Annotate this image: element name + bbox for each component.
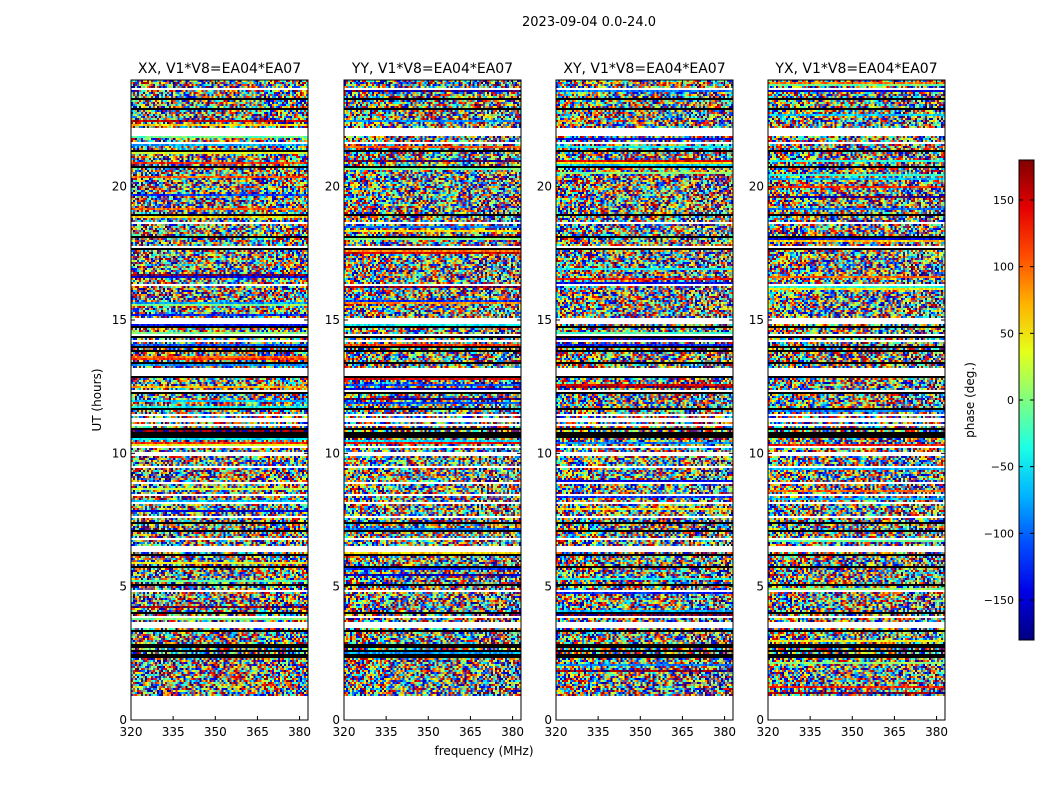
x-tick-label: 350: [204, 725, 227, 739]
x-tick-label: 350: [629, 725, 652, 739]
x-tick-label: 365: [246, 725, 269, 739]
panel-frame: [767, 79, 946, 721]
colorbar-tick-label: 50: [1000, 327, 1014, 340]
y-tick-label: 10: [325, 446, 340, 460]
colorbar-label: phase (deg.): [963, 362, 977, 438]
x-tick-label: 335: [799, 725, 822, 739]
figure-title: 2023-09-04 0.0-24.0: [522, 15, 656, 30]
y-tick-label: 15: [537, 313, 552, 327]
panel-xy: XY, V1*V8=EA04*EA07 320 335 350 365 380 0 5 10 15…: [537, 61, 736, 739]
y-tick-label: 5: [332, 580, 340, 594]
colorbar-tick-label: −50: [991, 461, 1014, 474]
y-axis-label: UT (hours): [90, 368, 104, 431]
heatmap-image: [131, 80, 308, 720]
y-tick-label: 20: [325, 180, 340, 194]
x-tick-label: 350: [417, 725, 440, 739]
x-tick-label: 320: [120, 725, 143, 739]
x-tick-label: 335: [587, 725, 610, 739]
panel-title: YX, V1*V8=EA04*EA07: [774, 61, 937, 77]
colorbar: 150 100 50 0 −50 −100 −150: [984, 159, 1035, 641]
y-tick-label: 0: [119, 713, 127, 727]
y-tick-label: 15: [325, 313, 340, 327]
x-tick-label: 380: [288, 725, 311, 739]
y-tick-label: 0: [332, 713, 340, 727]
x-tick-label: 350: [841, 725, 864, 739]
heatmap-image: [556, 80, 733, 720]
x-tick-label: 320: [333, 725, 356, 739]
panel-title: XY, V1*V8=EA04*EA07: [563, 61, 725, 77]
x-tick-label: 320: [545, 725, 568, 739]
panel-title: YY, V1*V8=EA04*EA07: [351, 61, 513, 77]
x-tick-label: 380: [501, 725, 524, 739]
panel-frame: [555, 79, 734, 721]
y-tick-label: 20: [112, 180, 127, 194]
x-axis-label: frequency (MHz): [434, 744, 533, 758]
y-tick-label: 15: [749, 313, 764, 327]
panel-yx: YX, V1*V8=EA04*EA07 320 335 350 365 380 0 5 10 15…: [749, 61, 948, 739]
colorbar-tick-label: −100: [984, 527, 1014, 540]
y-tick-label: 10: [112, 446, 127, 460]
y-tick-label: 5: [119, 580, 127, 594]
colorbar-tick-label: 150: [993, 194, 1014, 207]
y-tick-label: 20: [537, 180, 552, 194]
y-tick-label: 20: [749, 180, 764, 194]
x-tick-label: 335: [375, 725, 398, 739]
y-tick-label: 10: [749, 446, 764, 460]
colorbar-tick-label: 0: [1007, 394, 1014, 407]
panel-frame: [343, 79, 522, 721]
heatmap-image: [344, 80, 521, 720]
x-tick-label: 335: [162, 725, 185, 739]
panel-frame: [130, 79, 309, 721]
panel-xx: XX, V1*V8=EA04*EA07 320 335 350 365 380 0 5 10 15…: [112, 61, 311, 739]
x-tick-label: 380: [713, 725, 736, 739]
panel-title: XX, V1*V8=EA04*EA07: [138, 61, 301, 77]
heatmap-image: [768, 80, 945, 720]
x-tick-label: 365: [459, 725, 482, 739]
colorbar-tick-label: 100: [993, 261, 1014, 274]
y-tick-label: 5: [544, 580, 552, 594]
x-tick-label: 380: [925, 725, 948, 739]
x-tick-label: 365: [671, 725, 694, 739]
y-tick-label: 15: [112, 313, 127, 327]
colorbar-tick-label: −150: [984, 594, 1014, 607]
y-tick-label: 0: [544, 713, 552, 727]
y-tick-label: 10: [537, 446, 552, 460]
x-tick-label: 320: [757, 725, 780, 739]
x-tick-label: 365: [883, 725, 906, 739]
y-tick-label: 0: [756, 713, 764, 727]
panel-yy: YY, V1*V8=EA04*EA07 320 335 350 365 380 0 5 10 15…: [325, 61, 524, 739]
y-tick-label: 5: [756, 580, 764, 594]
